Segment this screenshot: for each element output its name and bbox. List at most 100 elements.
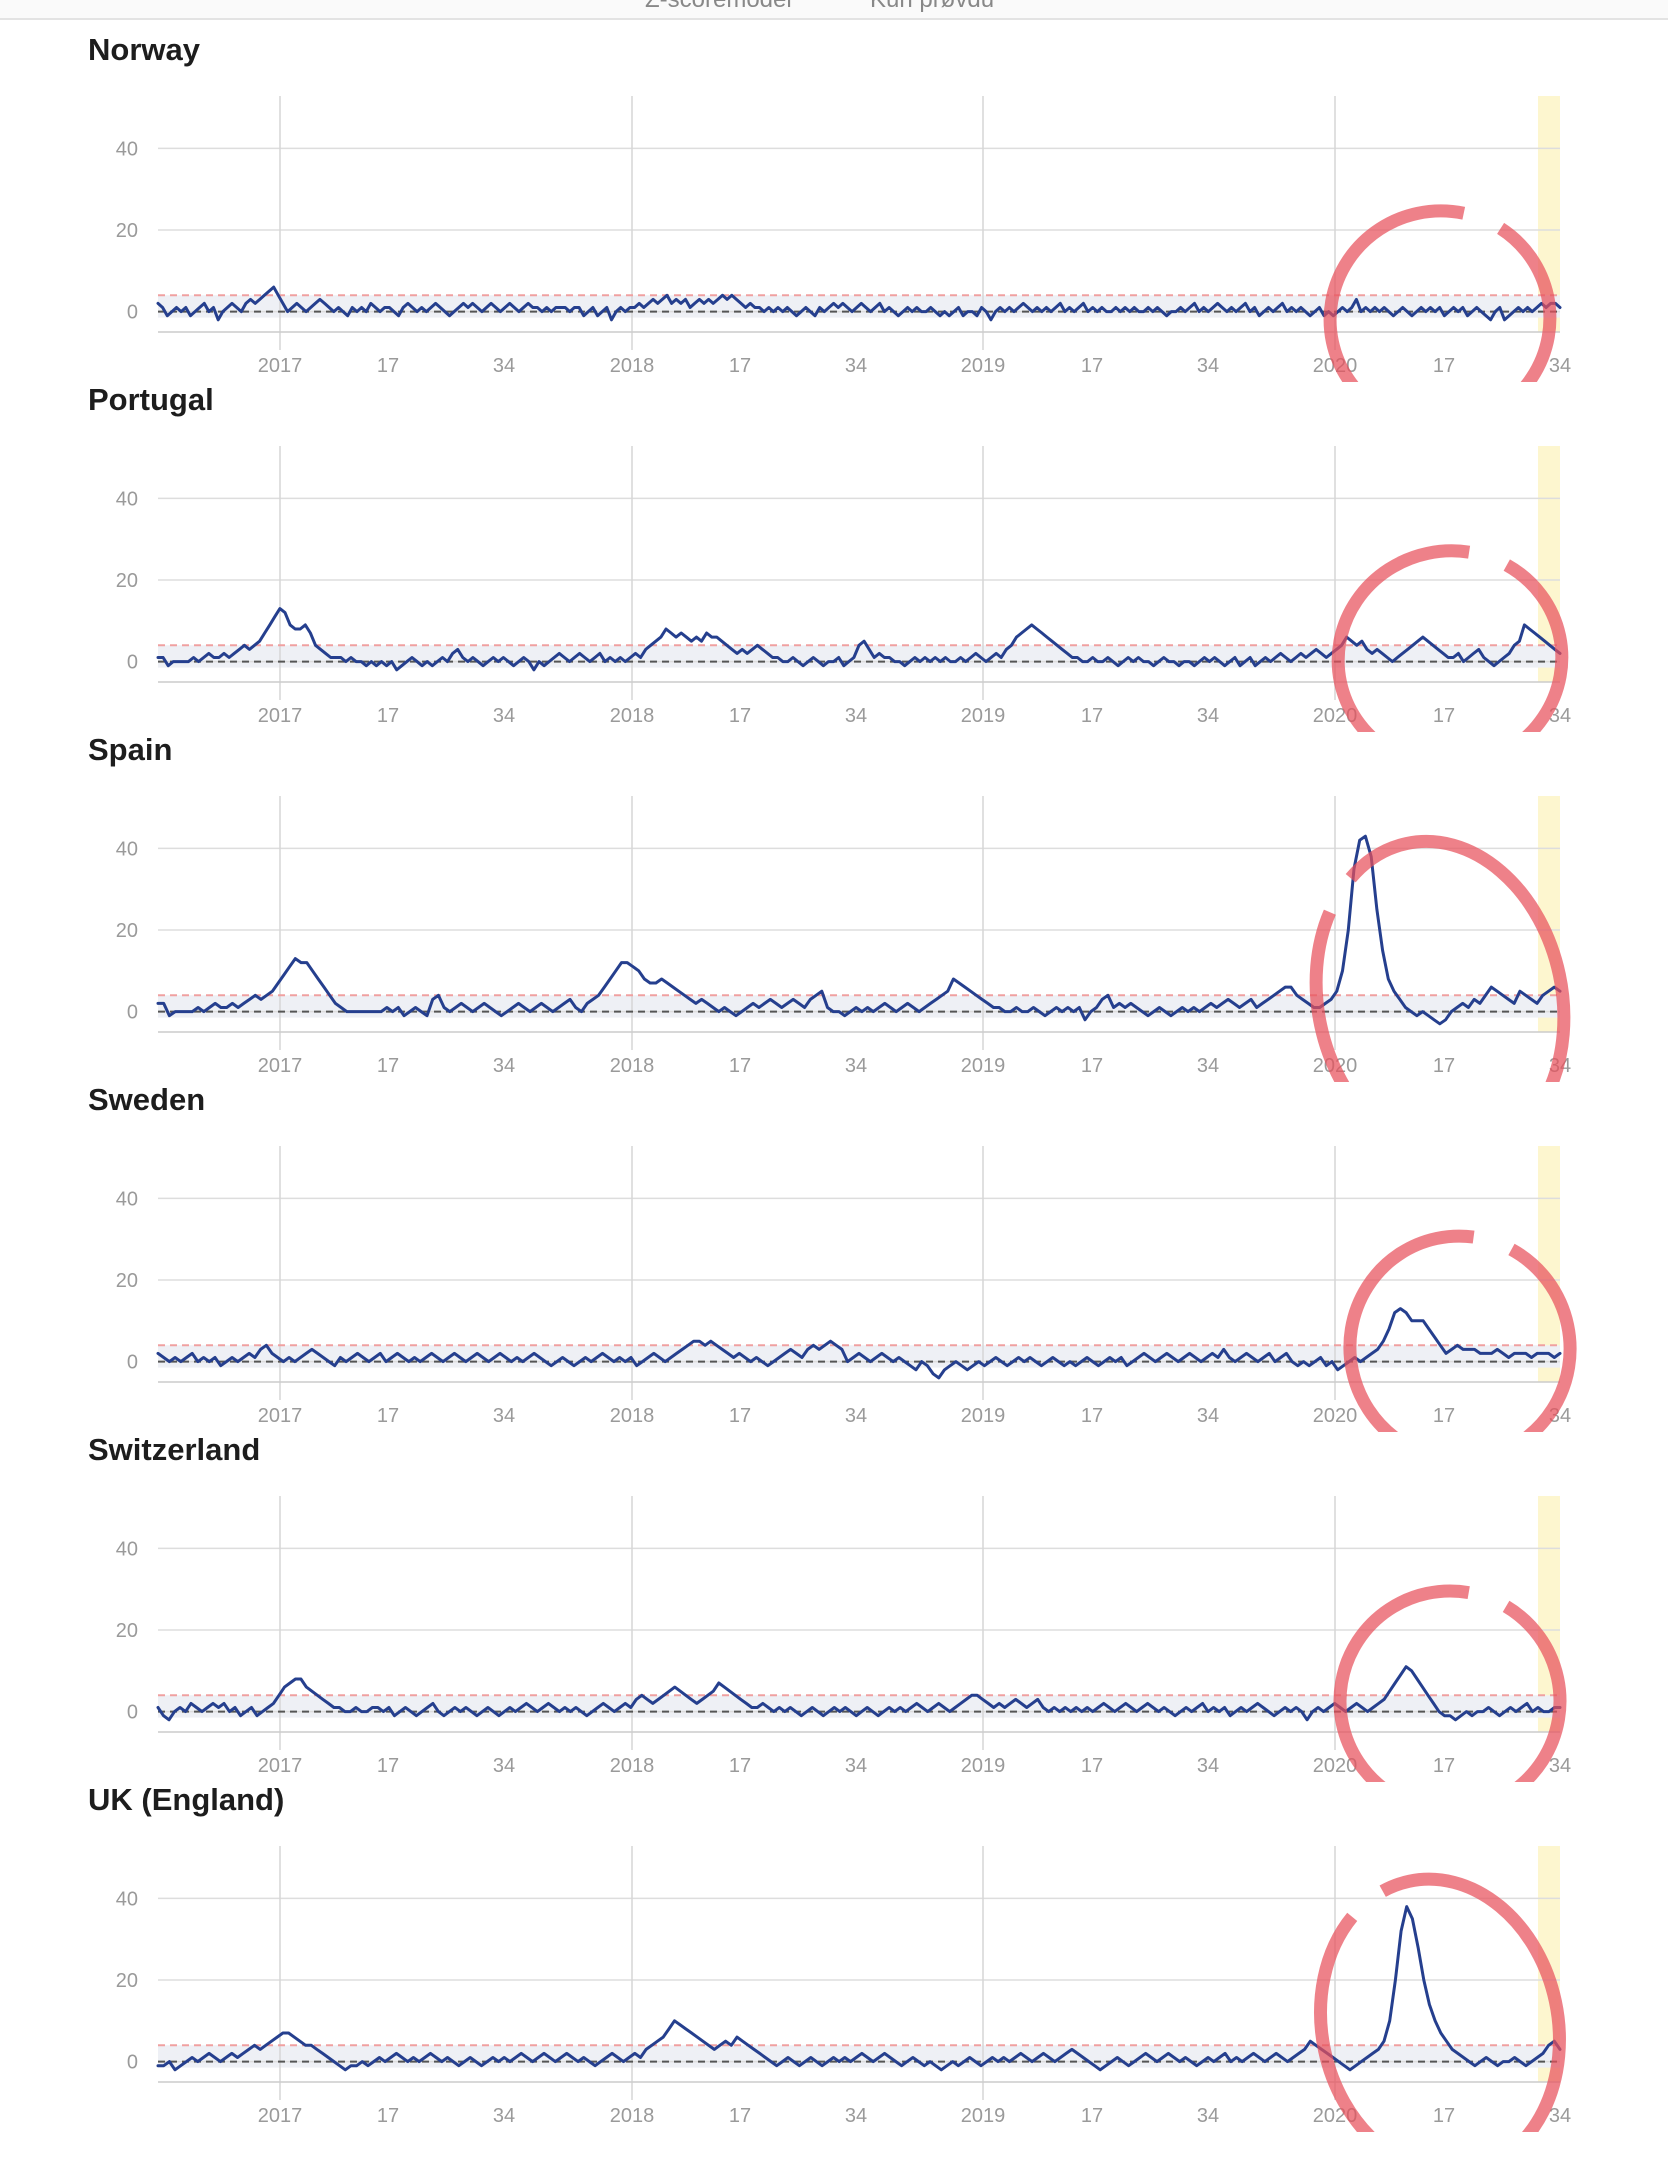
x-tick-label: 34 — [493, 2105, 515, 2127]
current-period-highlight — [1538, 1146, 1560, 1382]
x-tick-label: 34 — [493, 1405, 515, 1427]
x-tick-label: 2017 — [258, 1405, 303, 1427]
x-tick-label: 34 — [845, 1405, 867, 1427]
x-tick-label: 2019 — [961, 355, 1006, 377]
chart-panel-norway: Norway 40 20 0 2017 17 34 2018 17 34 2019 17 34 2020 1… — [0, 32, 1668, 382]
x-tick-label: 34 — [1549, 1755, 1571, 1777]
annotation-circle — [1343, 1229, 1577, 1432]
x-tick-label: 2017 — [258, 1755, 303, 1777]
x-tick-label: 17 — [1433, 1055, 1455, 1077]
x-tick-label: 34 — [845, 1055, 867, 1077]
x-tick-label: 34 — [1197, 1055, 1219, 1077]
series-line — [156, 1665, 1562, 1722]
x-tick-label: 17 — [1433, 1755, 1455, 1777]
x-tick-label: 34 — [493, 355, 515, 377]
x-tick-label: 2019 — [961, 1405, 1006, 1427]
y-tick-label: 0 — [127, 2052, 138, 2074]
x-tick-label: 17 — [1433, 355, 1455, 377]
x-tick-label: 17 — [729, 1055, 751, 1077]
y-tick-label: 40 — [116, 838, 138, 860]
x-tick-label: 34 — [1197, 705, 1219, 727]
x-tick-label: 17 — [377, 1055, 399, 1077]
chart-panel-uk-england: UK (England) 40 20 0 2017 17 34 2018 17 34 2019 17 3… — [0, 1782, 1668, 2132]
series-line — [156, 607, 1562, 672]
x-tick-label: 34 — [845, 705, 867, 727]
y-tick-label: 0 — [127, 652, 138, 674]
x-tick-label: 34 — [1197, 355, 1219, 377]
x-tick-label: 17 — [1081, 1755, 1103, 1777]
x-tick-label: 17 — [377, 2105, 399, 2127]
tab-z-scoremodel[interactable]: Z-scoremodel — [645, 0, 792, 14]
chart-title: UK (England) — [88, 1782, 285, 1817]
x-tick-label: 2019 — [961, 2105, 1006, 2127]
x-tick-label: 17 — [729, 1755, 751, 1777]
x-tick-label: 34 — [845, 355, 867, 377]
top-bar: Z-scoremodel Kun prøvdu — [0, 0, 1668, 20]
normal-range-band — [158, 995, 1560, 1018]
annotation-circle — [1331, 544, 1569, 732]
y-tick-label: 20 — [116, 920, 138, 942]
x-tick-label: 34 — [845, 1755, 867, 1777]
y-tick-label: 20 — [116, 1270, 138, 1292]
x-tick-label: 2017 — [258, 355, 303, 377]
x-tick-label: 17 — [1433, 705, 1455, 727]
chart-panel-switzerland: Switzerland 40 20 0 2017 17 34 2018 17 34 2019 17 34… — [0, 1432, 1668, 1782]
x-tick-label: 17 — [1081, 705, 1103, 727]
x-tick-label: 17 — [729, 1405, 751, 1427]
x-tick-label: 17 — [1081, 2105, 1103, 2127]
annotation-circle — [1323, 204, 1557, 382]
x-tick-label: 2018 — [610, 705, 655, 727]
x-tick-label: 17 — [377, 1755, 399, 1777]
y-tick-label: 40 — [116, 1188, 138, 1210]
chart-title: Spain — [88, 732, 173, 767]
y-tick-label: 0 — [127, 1352, 138, 1374]
y-tick-label: 20 — [116, 1970, 138, 1992]
x-tick-label: 2019 — [961, 705, 1006, 727]
x-tick-label: 34 — [1549, 355, 1571, 377]
x-tick-label: 17 — [377, 355, 399, 377]
chart-title: Portugal — [88, 382, 214, 417]
x-tick-label: 2018 — [610, 355, 655, 377]
x-tick-label: 34 — [1197, 2105, 1219, 2127]
tab-kun-provdu[interactable]: Kun prøvdu — [870, 0, 994, 14]
y-tick-label: 20 — [116, 220, 138, 242]
x-tick-label: 2018 — [610, 2105, 655, 2127]
y-tick-label: 0 — [127, 302, 138, 324]
chart-panel-sweden: Sweden 40 20 0 2017 17 34 2018 17 34 2019 17 34 2020 1… — [0, 1082, 1668, 1432]
x-tick-label: 2019 — [961, 1755, 1006, 1777]
y-tick-label: 0 — [127, 1002, 138, 1024]
x-tick-label: 17 — [729, 355, 751, 377]
x-tick-label: 2018 — [610, 1055, 655, 1077]
x-tick-label: 34 — [493, 705, 515, 727]
y-tick-label: 20 — [116, 1620, 138, 1642]
x-tick-label: 34 — [493, 1755, 515, 1777]
y-tick-label: 20 — [116, 570, 138, 592]
x-tick-label: 17 — [729, 705, 751, 727]
x-tick-label: 34 — [1549, 2105, 1571, 2127]
y-tick-label: 40 — [116, 488, 138, 510]
y-tick-label: 0 — [127, 1702, 138, 1724]
chart-panel-portugal: Portugal 40 20 0 2017 17 34 2018 17 34 2019 17 34 202… — [0, 382, 1668, 732]
x-tick-label: 34 — [1197, 1405, 1219, 1427]
x-tick-label: 2019 — [961, 1055, 1006, 1077]
x-tick-label: 2018 — [610, 1405, 655, 1427]
annotation-circle — [1309, 834, 1571, 1082]
annotation-circle — [1333, 1584, 1567, 1782]
y-tick-label: 40 — [116, 138, 138, 160]
x-tick-label: 34 — [493, 1055, 515, 1077]
x-tick-label: 2017 — [258, 2105, 303, 2127]
x-tick-label: 17 — [1081, 1055, 1103, 1077]
x-tick-label: 17 — [377, 705, 399, 727]
x-tick-label: 17 — [1433, 2105, 1455, 2127]
x-tick-label: 17 — [1433, 1405, 1455, 1427]
series-line — [156, 834, 1562, 1026]
x-tick-label: 17 — [729, 2105, 751, 2127]
chart-title: Sweden — [88, 1082, 206, 1117]
y-tick-label: 40 — [116, 1538, 138, 1560]
